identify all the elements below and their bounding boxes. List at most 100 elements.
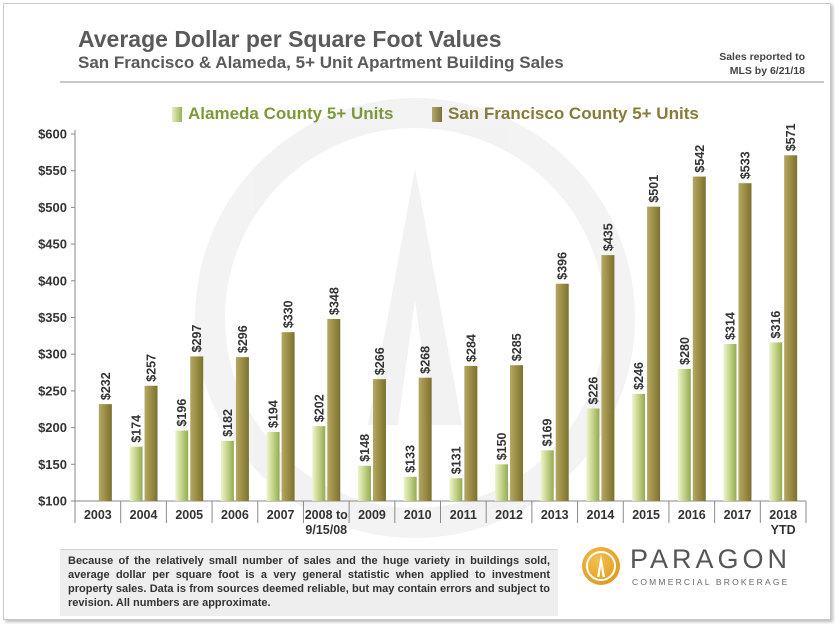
legend-label-alameda: Alameda County 5+ Units [188, 104, 394, 123]
bar-sf [98, 404, 112, 501]
bar-chart: $100 $150 $200 $250 $300 $350 $400 $450 $500 $550… [38, 98, 807, 538]
data-label-alameda: $314 [723, 312, 737, 340]
data-label-sf: $296 [236, 325, 250, 353]
bar-sf [601, 255, 615, 501]
y-tick-label: $500 [38, 200, 67, 215]
data-label-sf: $285 [510, 333, 524, 361]
y-tick-label: $100 [38, 494, 67, 509]
chart-subtitle: San Francisco & Alameda, 5+ Unit Apartme… [78, 53, 564, 72]
bar-sf [144, 385, 158, 501]
bar-sf [372, 379, 386, 501]
logo-wordmark: PARAGON [630, 544, 792, 574]
x-tick-label: 2007 [267, 508, 295, 522]
bar-alameda [449, 478, 463, 501]
watermark-logo [195, 98, 635, 538]
bar-alameda [586, 408, 600, 501]
bar-alameda [312, 426, 326, 501]
x-tick-label: 2008 to [305, 508, 348, 522]
x-tick-label: 2016 [678, 508, 706, 522]
x-tick-label: 2015 [632, 508, 660, 522]
bar-alameda [677, 368, 691, 501]
y-tick-label: $200 [38, 420, 67, 435]
bar-alameda [723, 343, 737, 501]
data-label-sf: $571 [784, 123, 798, 151]
data-label-sf: $232 [99, 372, 113, 400]
data-label-alameda: $148 [358, 434, 372, 462]
bar-sf [281, 332, 295, 501]
bar-sf [692, 176, 706, 501]
y-tick-label: $550 [38, 163, 67, 178]
legend-item-alameda: Alameda County 5+ Units [172, 103, 393, 125]
data-label-sf: $330 [282, 300, 296, 328]
y-tick-label: $600 [38, 127, 67, 142]
y-tick-label: $350 [38, 310, 67, 325]
legend-item-sf: San Francisco County 5+ Units [432, 103, 699, 125]
data-label-sf: $266 [373, 347, 387, 375]
data-label-alameda: $316 [769, 311, 783, 339]
y-tick-label: $250 [38, 383, 67, 398]
logo-tagline: COMMERCIAL BROKERAGE [632, 577, 790, 587]
data-label-alameda: $246 [632, 362, 646, 390]
data-label-alameda: $226 [586, 377, 600, 405]
paragon-logo: PARAGON COMMERCIAL BROKERAGE [582, 544, 812, 612]
bar-sf [738, 183, 752, 502]
bar-sf [647, 206, 661, 501]
legend-swatch-sf [432, 106, 442, 122]
header-divider [60, 81, 824, 83]
x-tick-label: YTD [771, 523, 796, 537]
disclaimer-box: Because of the relatively small number o… [60, 549, 558, 616]
data-label-alameda: $196 [175, 399, 189, 427]
bar-sf [555, 283, 569, 501]
data-label-sf: $542 [693, 145, 707, 173]
bar-sf [784, 155, 798, 501]
y-tick-label: $300 [38, 347, 67, 362]
x-tick-label: 2003 [84, 508, 112, 522]
x-tick-label: 2006 [221, 508, 249, 522]
bar-alameda [266, 432, 280, 501]
bar-alameda [769, 342, 783, 501]
data-label-sf: $396 [556, 252, 570, 280]
data-label-alameda: $133 [404, 445, 418, 473]
data-label-alameda: $174 [130, 415, 144, 443]
x-tick-label: 2009 [358, 508, 386, 522]
data-label-sf: $348 [327, 287, 341, 315]
data-label-alameda: $202 [312, 394, 326, 422]
chart-title: Average Dollar per Square Foot Values [78, 26, 502, 52]
bar-sf [510, 365, 524, 501]
data-label-sf: $257 [145, 354, 159, 382]
bar-alameda [357, 465, 371, 501]
bar-alameda [129, 446, 143, 501]
bar-alameda [403, 476, 417, 501]
x-tick-label: 2011 [450, 508, 477, 522]
bar-sf [235, 357, 249, 501]
bar-sf [327, 318, 341, 501]
bar-alameda [632, 393, 646, 501]
data-label-alameda: $131 [449, 446, 463, 474]
x-tick-label: 2018 [769, 508, 797, 522]
legend-label-sf: San Francisco County 5+ Units [448, 104, 699, 123]
data-label-alameda: $150 [495, 432, 509, 460]
data-label-alameda: $280 [678, 337, 692, 365]
sales-note: Sales reported to MLS by 6/21/18 [719, 51, 805, 77]
data-label-alameda: $182 [221, 409, 235, 437]
legend-swatch-alameda [172, 106, 182, 122]
x-tick-label: 2014 [587, 508, 615, 522]
x-tick-label: 9/15/08 [305, 523, 347, 537]
x-tick-label: 2004 [130, 508, 158, 522]
y-tick-label: $400 [38, 273, 67, 288]
x-tick-label: 2013 [541, 508, 569, 522]
bar-alameda [220, 440, 234, 501]
y-tick-label: $450 [38, 237, 67, 252]
data-label-sf: $533 [738, 151, 752, 179]
data-label-sf: $297 [190, 325, 204, 353]
data-label-sf: $284 [464, 334, 478, 362]
disclaimer-text: Because of the relatively small number o… [68, 555, 550, 609]
bar-sf [418, 377, 432, 501]
data-label-alameda: $169 [541, 418, 555, 446]
y-tick-label: $150 [38, 457, 67, 472]
data-label-sf: $268 [419, 346, 433, 374]
x-tick-label: 2010 [404, 508, 432, 522]
x-tick-label: 2005 [175, 508, 203, 522]
x-tick-label: 2017 [724, 508, 752, 522]
data-label-alameda: $194 [267, 400, 281, 428]
